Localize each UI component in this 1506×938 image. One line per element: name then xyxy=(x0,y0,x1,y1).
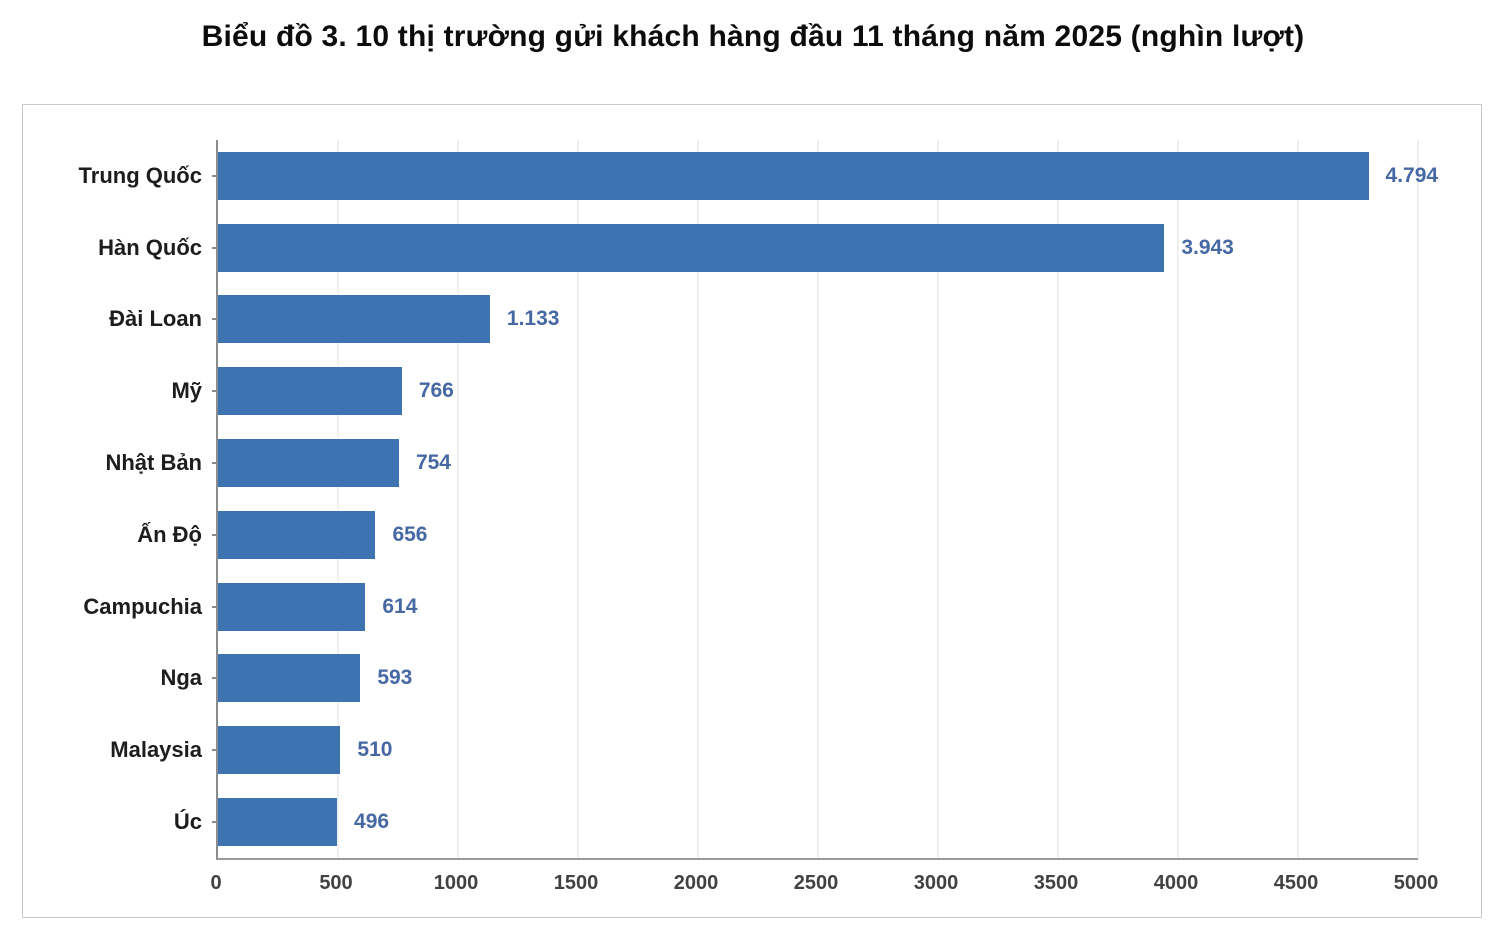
bar-row: Úc 496 xyxy=(174,786,1418,858)
gridline xyxy=(337,140,339,858)
category-label: Ấn Độ xyxy=(137,521,202,547)
x-tick-label: 1500 xyxy=(553,872,599,894)
bar: 754 xyxy=(218,439,451,488)
bar-row: Malaysia 510 xyxy=(110,714,1418,786)
x-tick-label: 0 xyxy=(210,872,222,894)
y-axis-tick xyxy=(212,390,218,393)
gridline xyxy=(1417,140,1419,858)
bar: 1.133 xyxy=(218,295,559,344)
gridline xyxy=(1297,140,1299,858)
gridline xyxy=(577,140,579,858)
x-tick-label: 4000 xyxy=(1153,872,1199,894)
bar-row: Ấn Độ 656 xyxy=(137,499,1418,571)
y-axis-tick xyxy=(212,462,218,465)
bar: 656 xyxy=(218,510,427,559)
x-tick-label: 4500 xyxy=(1273,872,1319,894)
value-label: 1.133 xyxy=(506,307,560,331)
category-label: Malaysia xyxy=(110,737,202,763)
bar: 614 xyxy=(218,582,417,631)
category-label: Campuchia xyxy=(83,593,202,619)
bar: 766 xyxy=(218,367,454,416)
category-label: Úc xyxy=(173,809,202,835)
y-axis-tick xyxy=(212,174,218,177)
x-tick-label: 5000 xyxy=(1393,872,1439,894)
x-tick-label: 2000 xyxy=(673,872,719,894)
value-label: 614 xyxy=(382,594,418,618)
category-label: Trung Quốc xyxy=(78,162,202,188)
category-label: Hàn Quốc xyxy=(98,234,202,260)
bar: 3.943 xyxy=(218,223,1234,272)
x-tick-label: 2500 xyxy=(793,872,839,894)
category-label: Đài Loan xyxy=(109,306,202,332)
y-axis-tick xyxy=(212,677,218,680)
x-tick-label: 1000 xyxy=(433,872,479,894)
value-label: 593 xyxy=(377,666,413,690)
y-axis-tick xyxy=(212,821,218,824)
x-tick-label: 500 xyxy=(319,872,353,894)
bar-row: Mỹ 766 xyxy=(171,355,1418,427)
bar: 593 xyxy=(218,654,412,703)
bar-row: Campuchia 614 xyxy=(83,571,1418,643)
gridline xyxy=(937,140,939,858)
chart-container: Trung Quốc 4.794 Hàn Quốc 3.943 Đài Loan 1.13… xyxy=(22,104,1482,918)
x-tick-label: 3500 xyxy=(1033,872,1079,894)
category-label: Mỹ xyxy=(171,378,202,404)
bar: 510 xyxy=(218,726,392,775)
bar-row: Hàn Quốc 3.943 xyxy=(98,212,1418,284)
bar-row: Trung Quốc 4.794 xyxy=(79,140,1438,212)
chart-title: Biểu đồ 3. 10 thị trường gửi khách hàng … xyxy=(201,20,1305,53)
gridline xyxy=(697,140,699,858)
y-axis-tick xyxy=(212,749,218,752)
category-label: Nhật Bản xyxy=(105,450,202,476)
x-tick-label: 3000 xyxy=(913,872,959,894)
bar-row: Nhật Bản 754 xyxy=(105,427,1418,499)
bar: 496 xyxy=(218,798,389,847)
y-axis-tick xyxy=(212,246,218,249)
gridline xyxy=(817,140,819,858)
plot-area: Trung Quốc 4.794 Hàn Quốc 3.943 Đài Loan 1.13… xyxy=(79,140,1438,860)
x-axis: 0 500 1000 1500 2000 2500 3000 3500 4000 4500 5000 xyxy=(210,860,1438,902)
bar-rows: Trung Quốc 4.794 Hàn Quốc 3.943 Đài Loan 1.13… xyxy=(79,140,1438,858)
gridline xyxy=(1057,140,1059,858)
bar-row: Đài Loan 1.133 xyxy=(109,284,1418,356)
value-label: 4.794 xyxy=(1385,163,1439,187)
value-label: 510 xyxy=(357,738,393,762)
y-axis-tick xyxy=(212,318,218,321)
value-label: 496 xyxy=(354,810,390,834)
bar: 4.794 xyxy=(218,151,1438,200)
gridline xyxy=(1177,140,1179,858)
gridline xyxy=(457,140,459,858)
y-axis-tick xyxy=(212,533,218,536)
value-label: 766 xyxy=(418,379,454,403)
value-label: 3.943 xyxy=(1181,235,1234,259)
value-label: 754 xyxy=(415,451,451,475)
value-label: 656 xyxy=(392,522,428,546)
category-label: Nga xyxy=(160,665,202,691)
y-axis-tick xyxy=(212,605,218,608)
bar-row: Nga 593 xyxy=(160,643,1418,715)
